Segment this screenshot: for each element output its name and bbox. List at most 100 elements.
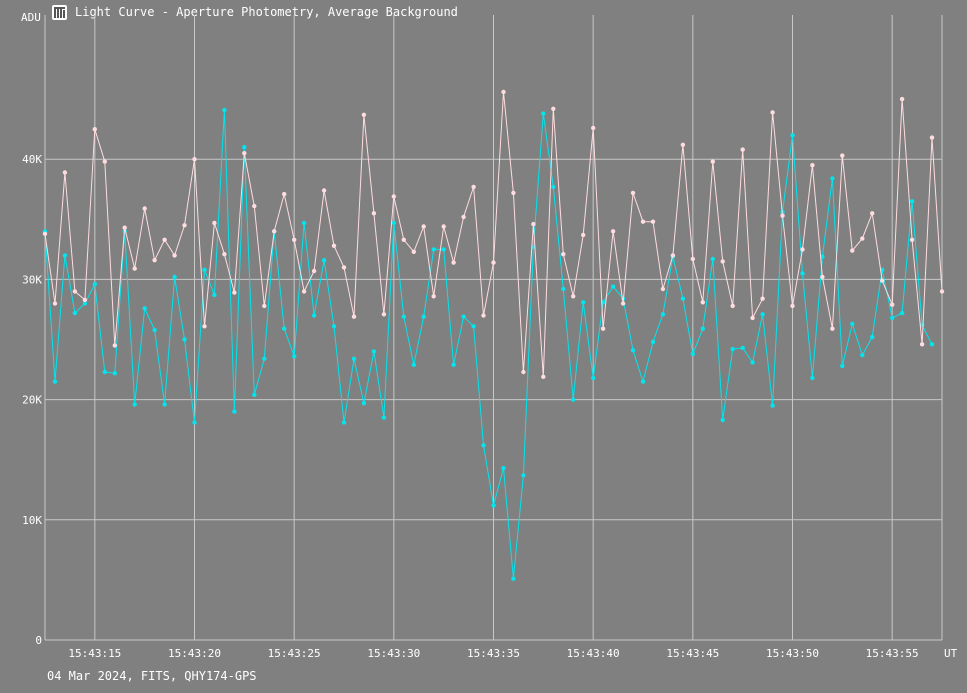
data-point xyxy=(162,402,167,407)
data-point xyxy=(72,310,78,316)
data-point xyxy=(262,303,267,309)
data-point xyxy=(172,274,177,280)
data-point xyxy=(720,259,725,264)
y-axis-label: ADU xyxy=(21,11,41,24)
data-point xyxy=(92,282,98,287)
data-point xyxy=(132,266,137,271)
data-point xyxy=(521,369,526,375)
data-point xyxy=(800,271,805,276)
y-tick-label: 30K xyxy=(22,273,42,286)
data-point xyxy=(890,315,895,321)
data-point xyxy=(840,153,845,158)
data-point xyxy=(820,274,825,280)
data-point xyxy=(760,296,765,301)
data-point xyxy=(52,379,58,384)
data-point xyxy=(401,314,406,319)
data-point xyxy=(411,249,416,254)
data-point xyxy=(720,417,725,423)
data-point xyxy=(331,243,337,248)
data-point xyxy=(591,375,596,381)
data-point xyxy=(381,312,387,317)
data-point xyxy=(62,170,68,175)
data-point xyxy=(939,289,945,294)
data-point xyxy=(770,110,775,115)
data-point xyxy=(610,284,616,289)
data-point xyxy=(421,224,426,229)
data-point xyxy=(292,237,297,242)
light-curve-app-icon[interactable] xyxy=(52,4,67,20)
data-point xyxy=(321,188,327,193)
data-point xyxy=(102,159,108,164)
data-point xyxy=(830,326,835,331)
data-point xyxy=(311,268,317,274)
data-point xyxy=(850,248,855,253)
data-point xyxy=(690,351,695,357)
data-point xyxy=(441,247,446,252)
data-point xyxy=(680,296,686,301)
data-point xyxy=(840,363,845,369)
x-tick-label: 15:43:25 xyxy=(268,647,321,660)
data-point xyxy=(860,352,865,358)
data-point xyxy=(112,371,118,376)
data-point xyxy=(660,312,666,317)
data-point xyxy=(132,402,137,407)
data-point xyxy=(331,324,337,329)
data-point xyxy=(471,324,476,329)
data-point xyxy=(152,258,157,263)
data-point xyxy=(222,107,227,113)
data-point xyxy=(610,229,616,234)
data-point xyxy=(909,199,915,204)
data-point xyxy=(830,176,835,181)
data-point xyxy=(591,125,596,131)
data-point xyxy=(72,289,78,294)
data-point xyxy=(212,220,217,226)
x-tick-label: 15:43:55 xyxy=(866,647,919,660)
x-axis-label: UT xyxy=(944,647,958,660)
data-point xyxy=(62,253,68,258)
footer-info: 04 Mar 2024, FITS, QHY174-GPS xyxy=(47,669,257,683)
data-point xyxy=(172,253,177,258)
data-point xyxy=(511,576,516,581)
data-point xyxy=(501,89,506,95)
data-point xyxy=(581,232,586,238)
data-point xyxy=(890,302,895,307)
data-point xyxy=(780,213,785,218)
data-point xyxy=(650,219,656,224)
data-point xyxy=(700,300,705,305)
data-point xyxy=(571,294,576,299)
data-point xyxy=(870,211,875,216)
title-bar: Light Curve - Aperture Photometry, Avera… xyxy=(52,3,458,21)
data-point xyxy=(301,289,307,294)
x-tick-label: 15:43:15 xyxy=(68,647,121,660)
data-point xyxy=(202,267,207,272)
data-point xyxy=(740,147,745,152)
series-layer xyxy=(42,89,945,581)
data-point xyxy=(571,397,576,402)
series-2 xyxy=(42,89,945,379)
data-point xyxy=(800,247,805,252)
data-point xyxy=(351,356,357,361)
data-point xyxy=(431,247,436,252)
data-point xyxy=(282,326,287,331)
data-point xyxy=(630,348,636,353)
data-point xyxy=(142,206,147,211)
data-point xyxy=(122,225,127,230)
window-title: Light Curve - Aperture Photometry, Avera… xyxy=(75,5,458,19)
data-point xyxy=(750,315,755,321)
data-point xyxy=(441,224,446,229)
data-point xyxy=(391,194,396,199)
data-point xyxy=(112,343,118,348)
data-point xyxy=(431,294,436,299)
data-point xyxy=(710,159,715,164)
data-point xyxy=(481,443,486,448)
data-point xyxy=(341,420,347,425)
data-point xyxy=(919,342,925,347)
y-tick-label: 40K xyxy=(22,153,42,166)
data-point xyxy=(810,375,815,381)
data-point xyxy=(471,184,476,190)
data-point xyxy=(371,349,377,354)
data-point xyxy=(770,403,775,408)
x-tick-label: 15:43:30 xyxy=(367,647,420,660)
data-point xyxy=(292,354,297,359)
